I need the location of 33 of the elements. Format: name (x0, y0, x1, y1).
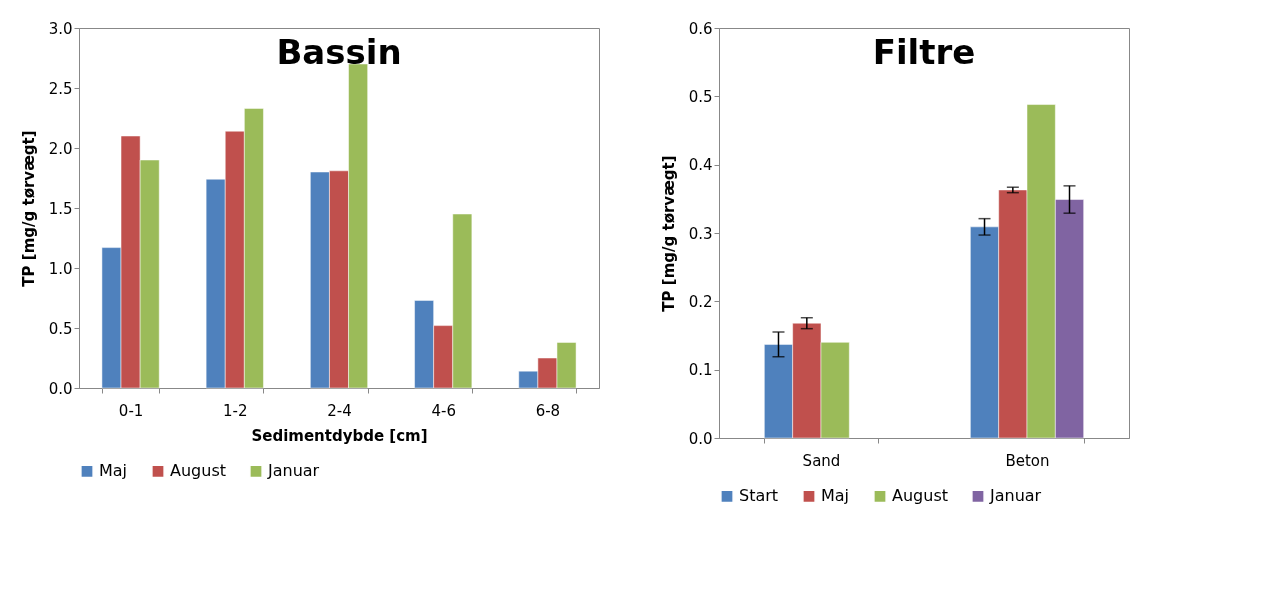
legend-label: Maj (99, 461, 128, 481)
y-tick-label: 0.3 (688, 224, 713, 243)
x-tick-label: 1-2 (223, 401, 248, 420)
y-axis-title: TP [mg/g tørvægt] (19, 130, 38, 287)
legend-label: Start (739, 486, 779, 506)
x-tick-label: 6-8 (535, 401, 561, 420)
y-tick-label: 2.5 (48, 79, 73, 98)
y-tick-label: 2.0 (48, 139, 73, 158)
y-tick-label: 3.0 (48, 19, 73, 38)
legend-label: August (892, 486, 948, 506)
x-tick-label: Sand (802, 451, 841, 470)
x-tick-label: 2-4 (327, 401, 352, 420)
legend-label: Maj (821, 486, 850, 506)
chart-title: Filtre (872, 32, 976, 72)
y-axis-title: TP [mg/g tørvægt] (659, 155, 678, 312)
x-tick-label: 4-6 (431, 401, 456, 420)
y-tick-label: 1.5 (48, 199, 73, 218)
x-tick-label: 0-1 (118, 401, 144, 420)
y-tick-label: 0.1 (688, 361, 713, 380)
y-tick-label: 0.0 (688, 429, 713, 448)
x-axis-title: Sedimentdybde [cm] (251, 426, 428, 445)
y-tick-label: 0.5 (688, 87, 713, 106)
legend-label: Januar (989, 486, 1042, 506)
y-tick-label: 0.2 (688, 292, 713, 311)
y-tick-label: 1.0 (48, 259, 73, 278)
x-tick-label: Beton (1005, 451, 1050, 470)
y-tick-label: 0.4 (688, 156, 713, 175)
y-tick-label: 0.0 (48, 379, 73, 398)
legend-label: Januar (267, 461, 320, 481)
legend-label: August (170, 461, 226, 481)
y-tick-label: 0.5 (48, 319, 73, 338)
chart-title: Bassin (276, 32, 402, 72)
y-tick-label: 0.6 (688, 19, 713, 38)
